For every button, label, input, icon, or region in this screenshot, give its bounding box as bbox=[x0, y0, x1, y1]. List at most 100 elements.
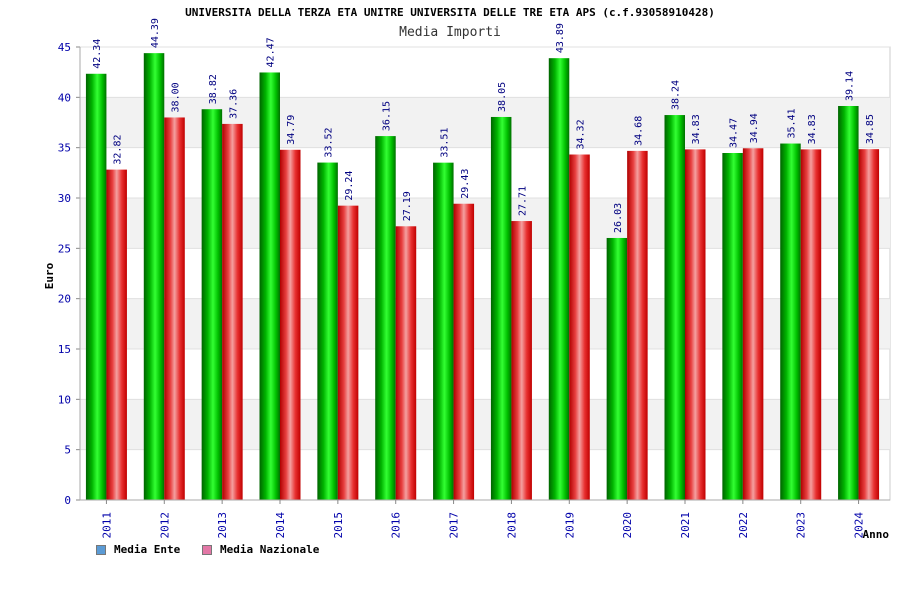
bar-ente-2019 bbox=[548, 58, 570, 500]
bar-value-label: 29.24 bbox=[344, 171, 355, 201]
bar-nazionale-2022 bbox=[742, 148, 764, 500]
chart-title: UNIVERSITA DELLA TERZA ETA UNITRE UNIVER… bbox=[185, 6, 715, 19]
bar-value-label: 26.03 bbox=[613, 203, 624, 233]
y-tick-label: 20 bbox=[58, 293, 71, 306]
y-tick-label: 15 bbox=[58, 343, 71, 356]
bar-value-label: 42.34 bbox=[92, 39, 103, 69]
bar-ente-2015 bbox=[317, 162, 338, 500]
x-tick-label: 2022 bbox=[737, 512, 750, 539]
x-tick-label: 2015 bbox=[332, 512, 345, 539]
x-axis-label: Anno bbox=[863, 528, 890, 541]
bar-value-label: 43.89 bbox=[555, 23, 566, 53]
grid-band bbox=[80, 399, 890, 450]
y-tick-label: 10 bbox=[58, 393, 71, 406]
bar-value-label: 34.79 bbox=[286, 115, 297, 145]
bar-value-label: 29.43 bbox=[460, 169, 471, 199]
legend-label-ente: Media Ente bbox=[114, 543, 181, 556]
legend-item-nazionale: Media Nazionale bbox=[202, 543, 319, 556]
bar-nazionale-2018 bbox=[511, 221, 532, 500]
bar-value-label: 34.68 bbox=[633, 116, 644, 146]
bar-ente-2020 bbox=[606, 237, 628, 500]
x-tick-label: 2016 bbox=[390, 512, 403, 539]
bar-nazionale-2021 bbox=[685, 149, 706, 501]
bar-value-label: 44.39 bbox=[150, 18, 161, 48]
legend-item-ente: Media Ente bbox=[96, 543, 180, 556]
y-axis-ticks: 0 5 10 15 20 25 30 35 40 45 bbox=[58, 41, 890, 507]
bar-ente-2022 bbox=[722, 153, 743, 500]
bar-value-label: 36.15 bbox=[381, 101, 392, 131]
y-tick-label: 45 bbox=[58, 41, 71, 54]
bar-value-label: 38.24 bbox=[671, 80, 682, 110]
bar-value-label: 27.19 bbox=[402, 191, 413, 221]
bar-value-label: 34.94 bbox=[749, 113, 760, 143]
bar-value-label: 33.52 bbox=[324, 127, 335, 157]
y-axis-label: Euro bbox=[43, 262, 56, 289]
bar-ente-2017 bbox=[433, 162, 454, 500]
bar-nazionale-2024 bbox=[858, 149, 880, 500]
x-tick-label: 2019 bbox=[563, 512, 576, 539]
bar-ente-2012 bbox=[143, 53, 165, 501]
bar-value-label: 38.00 bbox=[171, 82, 182, 112]
x-tick-label: 2012 bbox=[158, 512, 171, 539]
bar-value-label: 39.14 bbox=[844, 71, 855, 101]
bar-value-label: 37.36 bbox=[228, 89, 239, 119]
y-tick-label: 40 bbox=[58, 91, 71, 104]
chart-subtitle: Media Importi bbox=[399, 25, 501, 40]
bar-labels-group: 42.34 32.82 44.39 38.00 38.82 37.36 42.47 34.79… bbox=[92, 18, 876, 233]
y-tick-label: 35 bbox=[58, 142, 71, 155]
bar-nazionale-2011 bbox=[106, 169, 127, 500]
bar-value-label: 42.47 bbox=[266, 37, 277, 67]
bar-ente-2014 bbox=[259, 72, 280, 501]
bar-nazionale-2020 bbox=[627, 150, 648, 500]
bar-nazionale-2012 bbox=[164, 117, 185, 500]
bar-ente-2023 bbox=[780, 143, 801, 500]
bar-ente-2016 bbox=[375, 136, 396, 500]
bar-value-label: 34.83 bbox=[807, 114, 818, 144]
bar-value-label: 38.82 bbox=[208, 74, 219, 104]
bars-group bbox=[85, 53, 880, 501]
x-tick-label: 2018 bbox=[505, 512, 518, 539]
grid-band bbox=[80, 298, 890, 349]
bar-ente-2018 bbox=[490, 116, 512, 501]
plot-background bbox=[79, 46, 891, 501]
bar-value-label: 34.85 bbox=[865, 114, 876, 144]
x-tick-label: 2024 bbox=[853, 512, 866, 539]
y-tick-label: 0 bbox=[64, 494, 71, 507]
legend-swatch-nazionale bbox=[202, 544, 212, 555]
legend-swatch-ente bbox=[96, 544, 106, 555]
x-tick-label: 2020 bbox=[621, 512, 634, 539]
bar-nazionale-2016 bbox=[395, 226, 417, 500]
x-tick-label: 2013 bbox=[216, 512, 229, 539]
bar-value-label: 27.71 bbox=[518, 186, 529, 216]
x-axis-ticks: 2011 2012 2013 2014 2015 2016 2017 2018 2019 2020… bbox=[100, 500, 866, 539]
bar-ente-2021 bbox=[664, 115, 685, 501]
bar-nazionale-2014 bbox=[280, 149, 301, 500]
bar-ente-2011 bbox=[85, 73, 107, 500]
y-tick-label: 30 bbox=[58, 192, 71, 205]
grid-band bbox=[80, 97, 890, 148]
bar-nazionale-2013 bbox=[222, 123, 243, 500]
x-tick-label: 2011 bbox=[100, 512, 113, 539]
bar-value-label: 34.32 bbox=[576, 119, 587, 149]
x-tick-label: 2014 bbox=[274, 512, 287, 539]
bar-ente-2013 bbox=[201, 109, 223, 500]
y-tick-label: 5 bbox=[64, 444, 71, 457]
x-tick-label: 2017 bbox=[448, 512, 461, 539]
x-tick-label: 2023 bbox=[795, 512, 808, 539]
bar-nazionale-2015 bbox=[337, 205, 359, 500]
bar-value-label: 34.83 bbox=[691, 114, 702, 144]
bar-value-label: 34.47 bbox=[729, 118, 740, 148]
bar-nazionale-2019 bbox=[569, 154, 590, 500]
y-tick-label: 25 bbox=[58, 242, 71, 255]
bar-value-label: 32.82 bbox=[113, 135, 124, 165]
bar-value-label: 33.51 bbox=[439, 128, 450, 158]
grid-band bbox=[80, 198, 890, 249]
legend-label-nazionale: Media Nazionale bbox=[220, 543, 320, 556]
bar-value-label: 35.41 bbox=[786, 108, 797, 138]
bar-nazionale-2023 bbox=[800, 149, 822, 501]
bar-value-label: 38.05 bbox=[497, 82, 508, 112]
x-tick-label: 2021 bbox=[679, 512, 692, 539]
bar-ente-2024 bbox=[838, 105, 859, 501]
bar-nazionale-2017 bbox=[453, 203, 475, 500]
